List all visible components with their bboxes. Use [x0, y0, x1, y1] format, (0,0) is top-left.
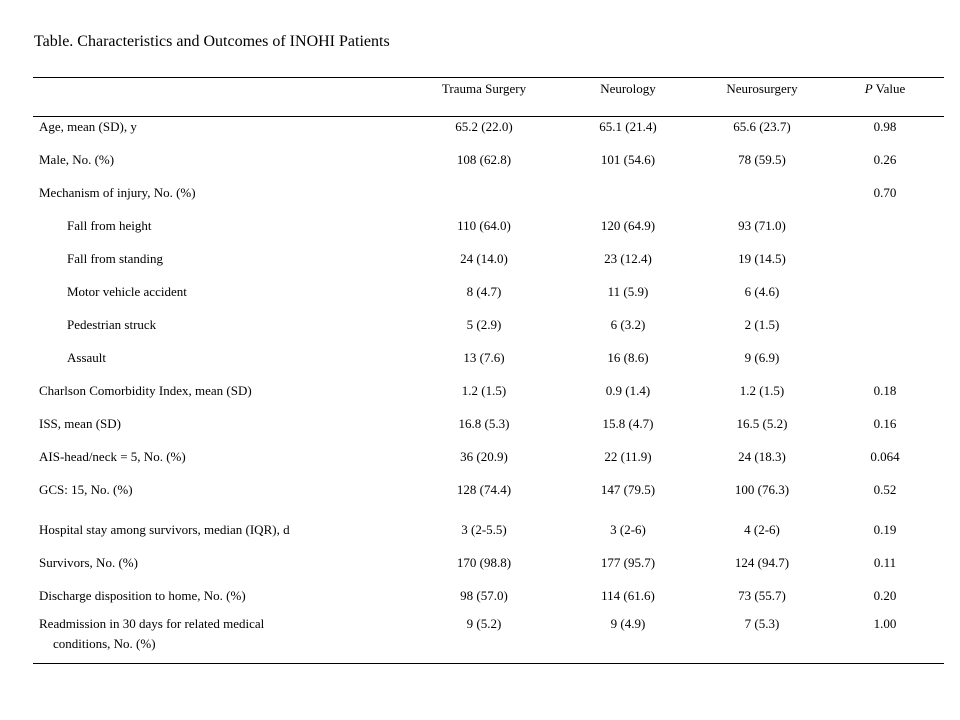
header-rule [33, 116, 944, 117]
cell-p-value: 0.11 [873, 555, 897, 570]
cell-p-value: 0.064 [870, 449, 900, 464]
row-label: Pedestrian struck [67, 317, 157, 332]
cell-trauma-surgery: 65.2 (22.0) [455, 119, 513, 134]
table-row: Age, mean (SD), y 65.2 (22.0) 65.1 (21.4… [0, 119, 960, 139]
cell-neurology: 11 (5.9) [607, 284, 649, 299]
cell-neurosurgery: 124 (94.7) [734, 555, 790, 570]
top-rule [33, 77, 944, 78]
cell-neurology: 16 (8.6) [607, 350, 649, 365]
cell-trauma-surgery: 170 (98.8) [456, 555, 512, 570]
cell-neurology: 3 (2-6) [610, 522, 646, 537]
row-label: Assault [67, 350, 106, 365]
cell-neurosurgery: 93 (71.0) [738, 218, 786, 233]
cell-p-value: 0.70 [873, 185, 897, 200]
cell-p-value: 1.00 [873, 616, 897, 631]
cell-trauma-surgery: 36 (20.9) [460, 449, 508, 464]
table-row: Assault 13 (7.6) 16 (8.6) 9 (6.9) [0, 350, 960, 370]
table-title: Table. Characteristics and Outcomes of I… [34, 33, 390, 50]
cell-trauma-surgery: 5 (2.9) [466, 317, 502, 332]
cell-neurology: 120 (64.9) [600, 218, 656, 233]
header-neurosurgery: Neurosurgery [726, 81, 798, 96]
cell-neurosurgery: 73 (55.7) [738, 588, 786, 603]
row-label: GCS: 15, No. (%) [39, 482, 133, 497]
row-label-continuation: conditions, No. (%) [53, 636, 156, 651]
cell-trauma-surgery: 13 (7.6) [463, 350, 505, 365]
cell-neurosurgery: 24 (18.3) [738, 449, 786, 464]
cell-trauma-surgery: 24 (14.0) [460, 251, 508, 266]
cell-neurosurgery: 4 (2-6) [744, 522, 780, 537]
row-label: Motor vehicle accident [67, 284, 187, 299]
table-row: Discharge disposition to home, No. (%) 9… [0, 588, 960, 608]
cell-p-value: 0.19 [873, 522, 897, 537]
table-row: GCS: 15, No. (%) 128 (74.4) 147 (79.5) 1… [0, 482, 960, 502]
row-label: Fall from height [67, 218, 152, 233]
cell-neurology: 6 (3.2) [610, 317, 646, 332]
cell-neurology: 65.1 (21.4) [599, 119, 657, 134]
cell-trauma-surgery: 128 (74.4) [456, 482, 512, 497]
cell-neurosurgery: 65.6 (23.7) [733, 119, 791, 134]
header-p-italic: P [864, 81, 873, 96]
cell-neurosurgery: 16.5 (5.2) [736, 416, 788, 431]
cell-p-value: 0.18 [873, 383, 897, 398]
table-row: Survivors, No. (%) 170 (98.8) 177 (95.7)… [0, 555, 960, 575]
cell-neurosurgery: 7 (5.3) [744, 616, 780, 631]
table-row: Motor vehicle accident 8 (4.7) 11 (5.9) … [0, 284, 960, 304]
cell-neurology: 114 (61.6) [601, 588, 655, 603]
row-label: Age, mean (SD), y [39, 119, 137, 134]
header-p-rest: Value [872, 81, 906, 96]
cell-neurosurgery: 1.2 (1.5) [739, 383, 785, 398]
cell-neurology: 0.9 (1.4) [605, 383, 651, 398]
cell-neurology: 23 (12.4) [604, 251, 652, 266]
cell-p-value: 0.98 [873, 119, 897, 134]
bottom-rule [33, 663, 944, 664]
table-row: Mechanism of injury, No. (%) 0.70 [0, 185, 960, 205]
table-row: ISS, mean (SD) 16.8 (5.3) 15.8 (4.7) 16.… [0, 416, 960, 436]
row-label: Charlson Comorbidity Index, mean (SD) [39, 383, 252, 398]
cell-trauma-surgery: 98 (57.0) [460, 588, 508, 603]
cell-trauma-surgery: 108 (62.8) [456, 152, 512, 167]
cell-neurosurgery: 19 (14.5) [738, 251, 786, 266]
cell-neurology: 101 (54.6) [600, 152, 656, 167]
cell-trauma-surgery: 16.8 (5.3) [458, 416, 510, 431]
cell-p-value: 0.20 [873, 588, 897, 603]
cell-neurology: 147 (79.5) [600, 482, 656, 497]
cell-neurosurgery: 78 (59.5) [738, 152, 786, 167]
header-neurology: Neurology [600, 81, 656, 96]
header-trauma-surgery: Trauma Surgery [441, 81, 527, 96]
cell-neurology: 177 (95.7) [600, 555, 656, 570]
cell-trauma-surgery: 3 (2-5.5) [461, 522, 507, 537]
table-row: Fall from standing 24 (14.0) 23 (12.4) 1… [0, 251, 960, 271]
cell-neurology: 9 (4.9) [610, 616, 646, 631]
cell-neurology: 15.8 (4.7) [602, 416, 654, 431]
row-label: ISS, mean (SD) [39, 416, 121, 431]
row-label: Discharge disposition to home, No. (%) [39, 588, 246, 603]
table-row: Readmission in 30 days for related medic… [0, 616, 960, 658]
row-label: AIS-head/neck = 5, No. (%) [39, 449, 186, 464]
cell-p-value: 0.16 [873, 416, 897, 431]
cell-trauma-surgery: 110 (64.0) [457, 218, 511, 233]
header-p-value: P Value [865, 81, 906, 97]
cell-p-value: 0.52 [873, 482, 897, 497]
cell-neurosurgery: 6 (4.6) [744, 284, 780, 299]
table-row: Charlson Comorbidity Index, mean (SD) 1.… [0, 383, 960, 403]
table-row: Fall from height 110 (64.0) 120 (64.9) 9… [0, 218, 960, 238]
cell-neurosurgery: 9 (6.9) [744, 350, 780, 365]
table-row: AIS-head/neck = 5, No. (%) 36 (20.9) 22 … [0, 449, 960, 469]
cell-trauma-surgery: 1.2 (1.5) [461, 383, 507, 398]
cell-p-value: 0.26 [873, 152, 897, 167]
row-label: Readmission in 30 days for related medic… [39, 616, 265, 631]
cell-neurology: 22 (11.9) [604, 449, 652, 464]
cell-trauma-surgery: 9 (5.2) [466, 616, 502, 631]
table-row: Hospital stay among survivors, median (I… [0, 522, 960, 542]
cell-neurosurgery: 100 (76.3) [734, 482, 790, 497]
row-label: Male, No. (%) [39, 152, 115, 167]
row-label: Hospital stay among survivors, median (I… [39, 522, 290, 537]
row-label: Fall from standing [67, 251, 164, 266]
table-row: Male, No. (%) 108 (62.8) 101 (54.6) 78 (… [0, 152, 960, 172]
cell-neurosurgery: 2 (1.5) [744, 317, 780, 332]
row-label: Mechanism of injury, No. (%) [39, 185, 196, 200]
table-row: Pedestrian struck 5 (2.9) 6 (3.2) 2 (1.5… [0, 317, 960, 337]
row-label: Survivors, No. (%) [39, 555, 138, 570]
cell-trauma-surgery: 8 (4.7) [466, 284, 502, 299]
